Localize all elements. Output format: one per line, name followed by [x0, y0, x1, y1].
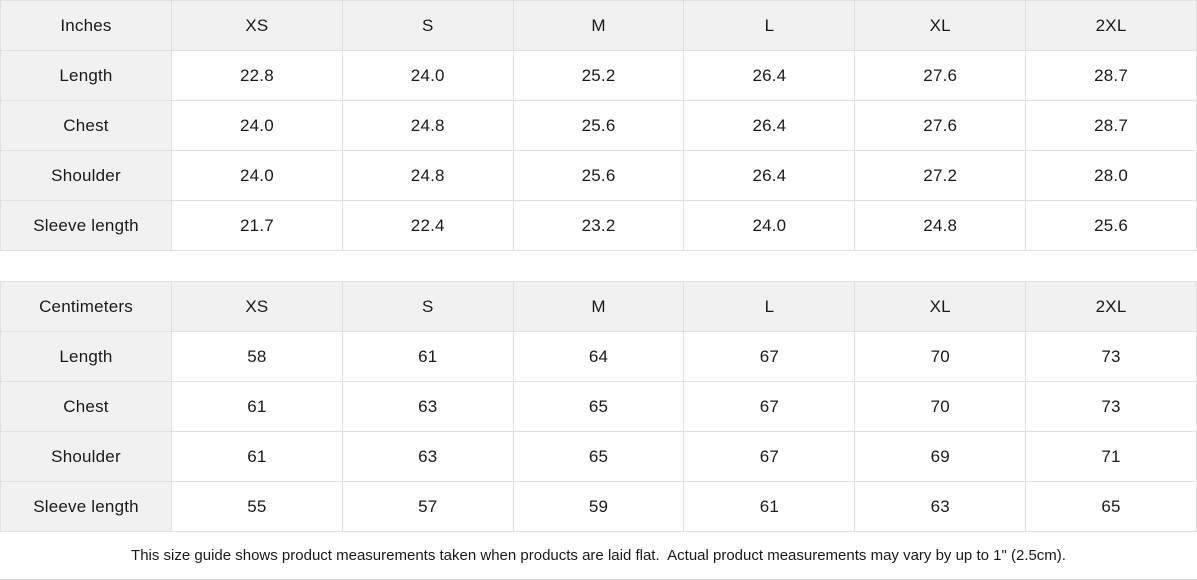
size-table-centimeters: Centimeters XS S M L XL 2XL Length 58 61…: [0, 281, 1197, 532]
value-cell: 61: [342, 332, 514, 382]
value-cell: 25.2: [513, 51, 685, 101]
size-column-header-l: L: [684, 1, 856, 51]
row-label: Sleeve length: [1, 201, 172, 251]
value-cell: 59: [513, 482, 685, 532]
row-label: Shoulder: [1, 432, 172, 482]
value-cell: 27.6: [855, 51, 1027, 101]
size-column-header-s: S: [342, 282, 514, 332]
value-cell: 24.0: [172, 101, 343, 151]
value-cell: 26.4: [684, 51, 856, 101]
size-column-header-m: M: [513, 282, 685, 332]
size-column-header-m: M: [513, 1, 685, 51]
row-label: Chest: [1, 101, 172, 151]
size-column-header-xs: XS: [172, 282, 343, 332]
value-cell: 64: [513, 332, 685, 382]
value-cell: 57: [342, 482, 514, 532]
value-cell: 69: [855, 432, 1027, 482]
value-cell: 65: [1026, 482, 1197, 532]
row-label: Length: [1, 51, 172, 101]
value-cell: 28.0: [1026, 151, 1197, 201]
value-cell: 65: [513, 432, 685, 482]
value-cell: 61: [684, 482, 856, 532]
value-cell: 24.0: [684, 201, 856, 251]
value-cell: 24.8: [342, 151, 514, 201]
size-column-header-xl: XL: [855, 282, 1027, 332]
value-cell: 28.7: [1026, 51, 1197, 101]
value-cell: 25.6: [513, 151, 685, 201]
value-cell: 73: [1026, 382, 1197, 432]
size-column-header-xl: XL: [855, 1, 1027, 51]
value-cell: 61: [172, 382, 343, 432]
value-cell: 61: [172, 432, 343, 482]
value-cell: 63: [855, 482, 1027, 532]
size-table-inches: Inches XS S M L XL 2XL Length 22.8 24.0 …: [0, 0, 1197, 251]
unit-header-cell: Centimeters: [1, 282, 172, 332]
size-column-header-l: L: [684, 282, 856, 332]
value-cell: 55: [172, 482, 343, 532]
value-cell: 71: [1026, 432, 1197, 482]
value-cell: 26.4: [684, 101, 856, 151]
value-cell: 67: [684, 332, 856, 382]
row-label: Chest: [1, 382, 172, 432]
row-label: Shoulder: [1, 151, 172, 201]
value-cell: 63: [342, 432, 514, 482]
value-cell: 24.8: [342, 101, 514, 151]
value-cell: 27.2: [855, 151, 1027, 201]
value-cell: 70: [855, 332, 1027, 382]
value-cell: 24.0: [342, 51, 514, 101]
value-cell: 63: [342, 382, 514, 432]
value-cell: 27.6: [855, 101, 1027, 151]
value-cell: 23.2: [513, 201, 685, 251]
size-column-header-2xl: 2XL: [1026, 1, 1197, 51]
value-cell: 22.8: [172, 51, 343, 101]
size-guide-note: This size guide shows product measuremen…: [0, 532, 1197, 580]
unit-header-cell: Inches: [1, 1, 172, 51]
value-cell: 73: [1026, 332, 1197, 382]
row-label: Sleeve length: [1, 482, 172, 532]
value-cell: 28.7: [1026, 101, 1197, 151]
value-cell: 25.6: [1026, 201, 1197, 251]
value-cell: 25.6: [513, 101, 685, 151]
size-column-header-xs: XS: [172, 1, 343, 51]
value-cell: 67: [684, 382, 856, 432]
size-column-header-s: S: [342, 1, 514, 51]
table-spacer: [0, 251, 1197, 281]
value-cell: 67: [684, 432, 856, 482]
value-cell: 24.8: [855, 201, 1027, 251]
size-column-header-2xl: 2XL: [1026, 282, 1197, 332]
value-cell: 58: [172, 332, 343, 382]
value-cell: 65: [513, 382, 685, 432]
value-cell: 70: [855, 382, 1027, 432]
value-cell: 26.4: [684, 151, 856, 201]
value-cell: 24.0: [172, 151, 343, 201]
value-cell: 21.7: [172, 201, 343, 251]
value-cell: 22.4: [342, 201, 514, 251]
row-label: Length: [1, 332, 172, 382]
